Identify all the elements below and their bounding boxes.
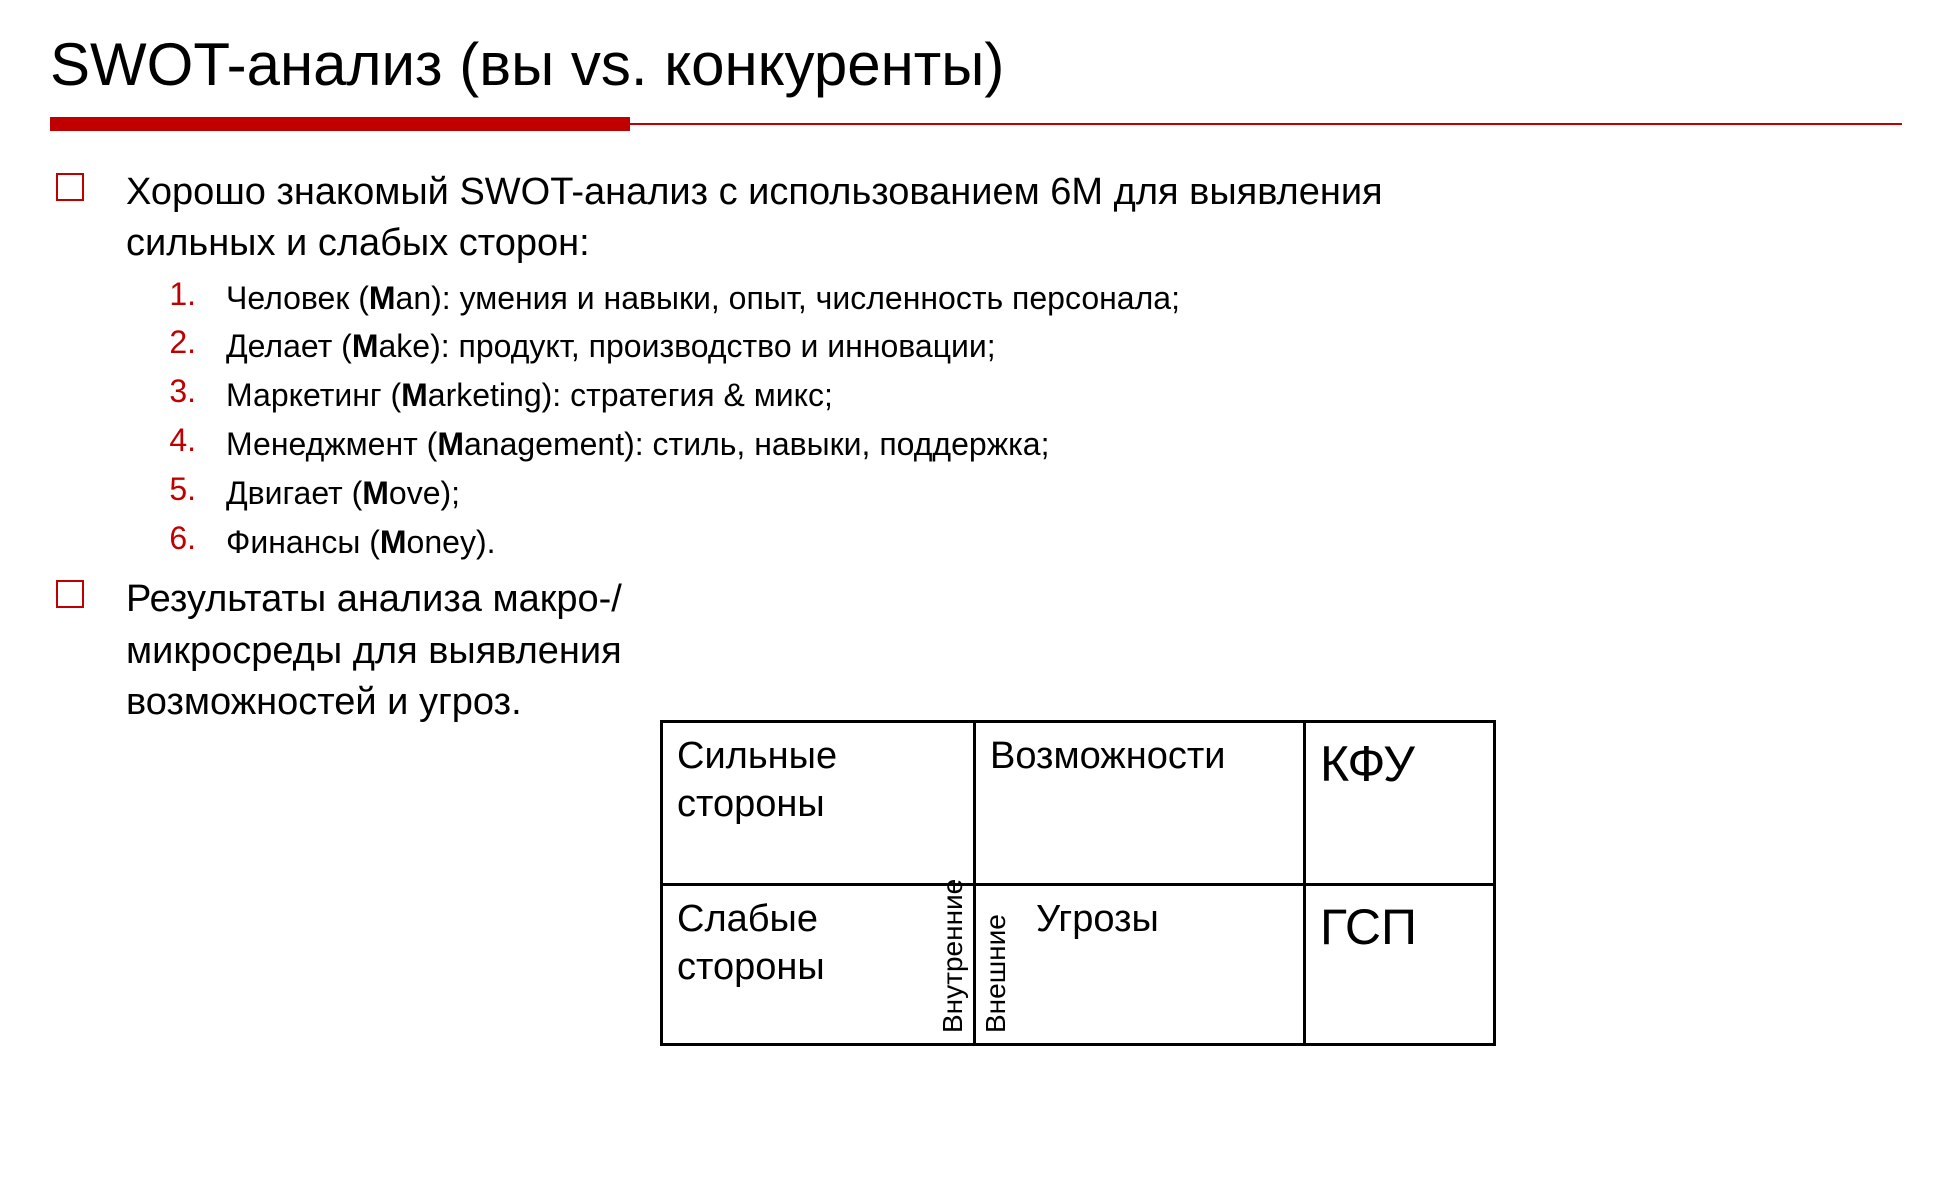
cell-opportunities: Возможности bbox=[973, 723, 1303, 883]
cell-label: Угрозы bbox=[1036, 898, 1159, 940]
cell-label: ГСП bbox=[1320, 899, 1417, 955]
rule-thin bbox=[630, 123, 1902, 125]
cell-label: Слабые стороны bbox=[677, 898, 825, 988]
list-item: 5. Двигает (Move); bbox=[166, 471, 1902, 516]
title-rule bbox=[50, 117, 1902, 131]
cell-strengths: Сильные стороны bbox=[663, 723, 973, 883]
list-item: 3. Маркетинг (Marketing): стратегия & ми… bbox=[166, 373, 1902, 418]
cell-threats: Внешние Угрозы bbox=[973, 886, 1303, 1043]
list-item: 2. Делает (Make): продукт, производство … bbox=[166, 324, 1902, 369]
list-text: Менеджмент (Management): стиль, навыки, … bbox=[226, 422, 1049, 467]
list-num: 2. bbox=[166, 324, 226, 361]
list-text: Маркетинг (Marketing): стратегия & микс; bbox=[226, 373, 833, 418]
ordered-list: 1. Человек (Man): умения и навыки, опыт,… bbox=[166, 276, 1902, 565]
list-text: Двигает (Move); bbox=[226, 471, 460, 516]
vlabel-external: Внешние bbox=[982, 773, 1010, 1033]
list-text: Финансы (Money). bbox=[226, 520, 495, 565]
list-num: 3. bbox=[166, 373, 226, 410]
list-text: Делает (Make): продукт, производство и и… bbox=[226, 324, 996, 369]
list-item: 6. Финансы (Money). bbox=[166, 520, 1902, 565]
list-num: 4. bbox=[166, 422, 226, 459]
bullet-1: Хорошо знакомый SWOT-анализ с использова… bbox=[56, 167, 1902, 270]
bullet-2-text: Результаты анализа макро-/микросреды для… bbox=[126, 574, 826, 728]
bullet-1-text: Хорошо знакомый SWOT-анализ с использова… bbox=[126, 167, 1426, 270]
bullet-2: Результаты анализа макро-/микросреды для… bbox=[56, 574, 1902, 728]
table-row: Слабые стороны Внутренние Внешние Угрозы… bbox=[663, 883, 1493, 1043]
vlabel-internal: Внутренние bbox=[939, 743, 967, 1033]
list-item: 1. Человек (Man): умения и навыки, опыт,… bbox=[166, 276, 1902, 321]
cell-label: Сильные стороны bbox=[677, 735, 837, 825]
swot-table: Сильные стороны Возможности КФУ Слабые с… bbox=[660, 720, 1496, 1046]
content-area: Хорошо знакомый SWOT-анализ с использова… bbox=[50, 167, 1902, 728]
square-bullet-icon bbox=[56, 173, 84, 201]
list-text: Человек (Man): умения и навыки, опыт, чи… bbox=[226, 276, 1180, 321]
cell-label: Возможности bbox=[990, 735, 1225, 777]
cell-gsp: ГСП bbox=[1303, 886, 1493, 1043]
cell-label: КФУ bbox=[1320, 736, 1415, 792]
list-num: 6. bbox=[166, 520, 226, 557]
cell-weaknesses: Слабые стороны Внутренние bbox=[663, 886, 973, 1043]
slide-title: SWOT-анализ (вы vs. конкуренты) bbox=[50, 30, 1902, 99]
list-num: 1. bbox=[166, 276, 226, 313]
list-item: 4. Менеджмент (Management): стиль, навык… bbox=[166, 422, 1902, 467]
list-num: 5. bbox=[166, 471, 226, 508]
square-bullet-icon bbox=[56, 580, 84, 608]
rule-thick bbox=[50, 117, 630, 131]
table-row: Сильные стороны Возможности КФУ bbox=[663, 723, 1493, 883]
cell-ksf: КФУ bbox=[1303, 723, 1493, 883]
